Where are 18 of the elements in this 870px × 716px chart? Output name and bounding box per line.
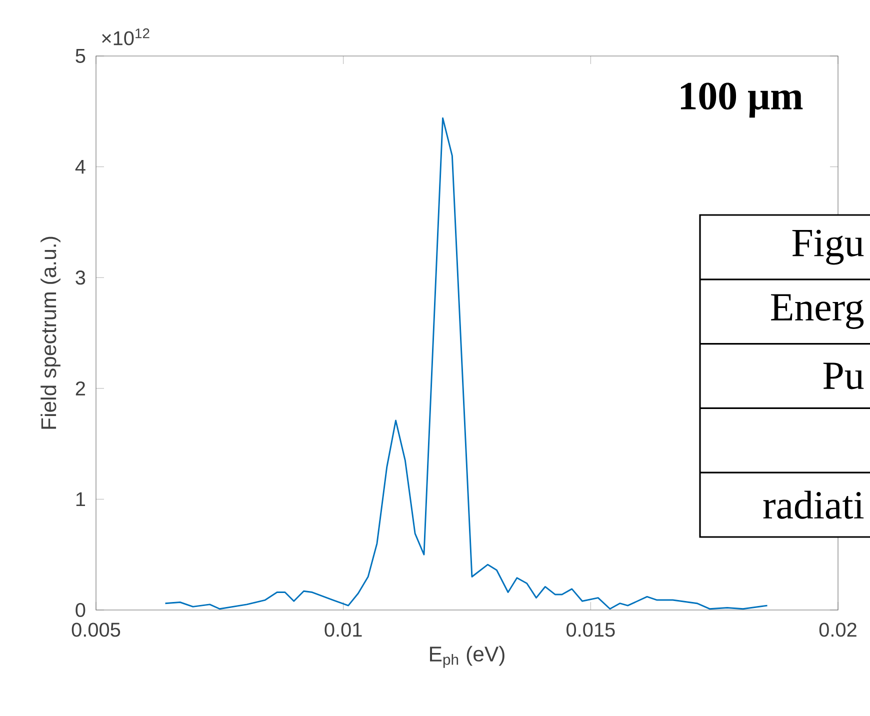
- y-tick-label: 5: [76, 49, 86, 63]
- x-tick-label: 0.005: [72, 622, 120, 637]
- annotation: radiati: [763, 490, 864, 519]
- x-tick-label: 0.015: [566, 622, 615, 637]
- annotation: Energ: [771, 294, 864, 329]
- x-tick-label: 0.02: [819, 622, 856, 637]
- y-tick-label: 0: [76, 602, 86, 618]
- y-tick-label: 3: [76, 270, 86, 285]
- x-axis-title: E$_{ph}$ (eV): [430, 646, 504, 668]
- annotation: Figu: [792, 230, 864, 265]
- x-tick-label: 0.01: [324, 622, 362, 637]
- y-tick-label: 4: [75, 160, 86, 174]
- y-axis-title: Field spectrum (a.u.): [40, 236, 60, 429]
- annotation: 100 μm: [680, 82, 803, 118]
- text: ×10$^{12}$: [102, 28, 150, 46]
- annotation: Pu: [823, 362, 864, 390]
- y-tick-label: 2: [76, 381, 85, 396]
- y-tick-label: 1: [76, 492, 85, 506]
